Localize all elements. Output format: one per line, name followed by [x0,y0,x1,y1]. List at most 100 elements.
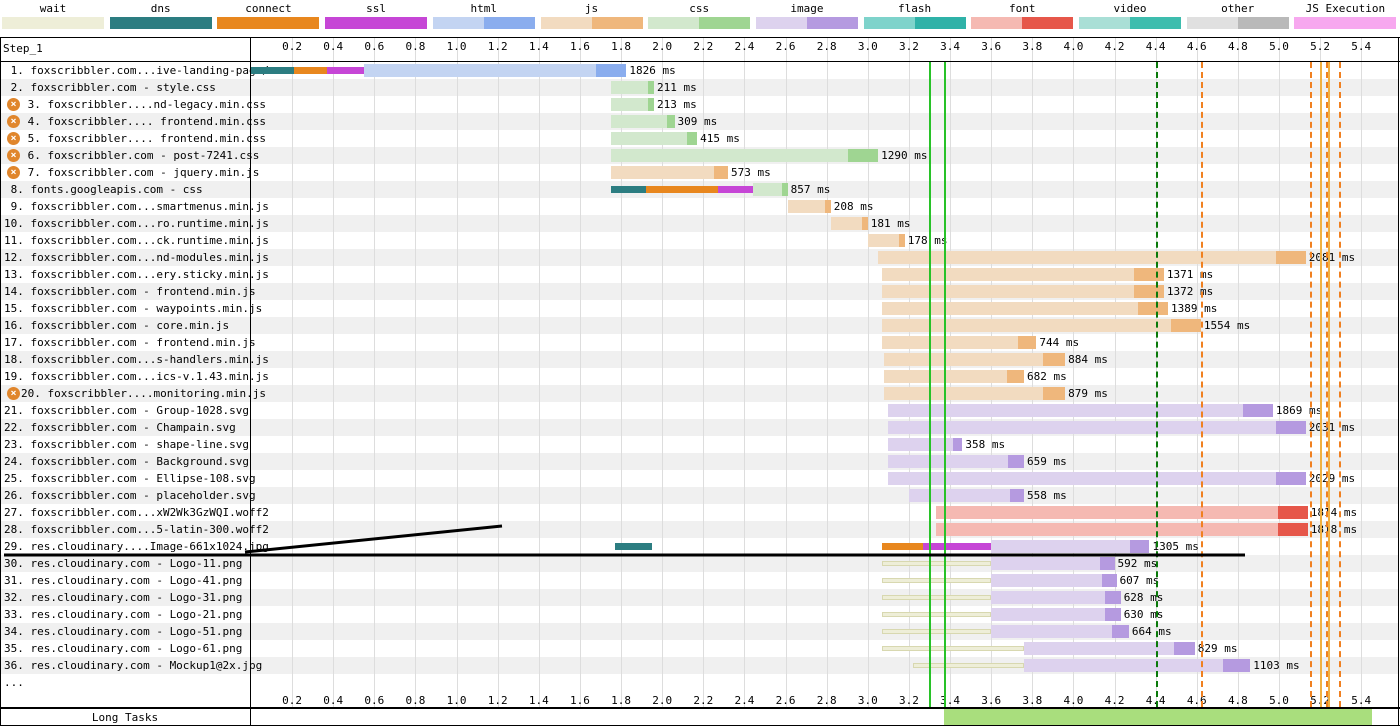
request-label[interactable]: 34. res.cloudinary.com - Logo-51.png [4,625,243,638]
request-label[interactable]: 27. foxscribbler.com...xW2Wk3GzWQI.woff2 [4,506,269,519]
bar-js-download [1137,302,1168,315]
bar-css[interactable] [610,132,698,145]
legend-label: other [1221,2,1255,15]
request-label[interactable]: 30. res.cloudinary.com - Logo-11.png [4,557,243,570]
bar-js[interactable] [882,302,1168,315]
bar-image[interactable] [991,625,1129,638]
request-label[interactable]: 23. foxscribbler.com - shape-line.svg [4,438,250,451]
bar-html[interactable] [364,64,627,77]
request-label[interactable]: 17. foxscribbler.com - frontend.min.js [4,336,256,349]
axis-tick-top: 5.4 [1351,40,1372,53]
bar-image[interactable] [888,421,1306,434]
bar-image[interactable] [888,472,1306,485]
row-background [0,487,1398,504]
bar-image[interactable] [888,404,1273,417]
axis-tick-bottom: 1.0 [446,694,467,707]
bar-image[interactable] [991,574,1117,587]
bar-js[interactable] [884,353,1066,366]
request-label[interactable]: 11. foxscribbler.com...ck.runtime.min.js [4,234,269,247]
request-duration: 213 ms [656,98,697,111]
bar-js[interactable] [882,319,1201,332]
legend-item-dns: dns [109,0,212,34]
request-label[interactable]: 29. res.cloudinary....Image-661x1024.jpg [4,540,269,553]
bar-js[interactable] [884,387,1066,400]
bar-font[interactable] [935,523,1308,536]
request-label[interactable]: 33. res.cloudinary.com - Logo-21.png [4,608,243,621]
request-label[interactable]: 6. foxscribbler.com - post-7241.css [21,149,260,162]
more-rows-indicator[interactable]: ... [4,676,24,689]
request-label[interactable]: 9. foxscribbler.com...smartmenus.min.js [4,200,269,213]
request-label[interactable]: 28. foxscribbler.com...5-latin-300.woff2 [4,523,269,536]
bar-image[interactable] [991,591,1121,604]
request-label[interactable]: 24. foxscribbler.com - Background.svg [4,455,250,468]
request-label[interactable]: 31. res.cloudinary.com - Logo-41.png [4,574,243,587]
bar-js[interactable] [882,285,1164,298]
marker-document-complete [1328,62,1331,707]
bar-connect [294,67,328,74]
legend-swatch-dark [160,17,212,29]
bar-js[interactable] [830,217,868,230]
long-tasks-separator [0,708,1400,709]
bar-image[interactable] [991,540,1150,553]
request-label[interactable]: 20. foxscribbler....monitoring.min.js [21,387,267,400]
request-label[interactable]: 32. res.cloudinary.com - Logo-31.png [4,591,243,604]
request-label[interactable]: 14. foxscribbler.com - frontend.min.js [4,285,256,298]
bar-js[interactable] [610,166,728,179]
request-label[interactable]: 22. foxscribbler.com - Champain.svg [4,421,236,434]
bar-css[interactable] [610,115,675,128]
bar-font[interactable] [935,506,1308,519]
request-label[interactable]: 15. foxscribbler.com - waypoints.min.js [4,302,263,315]
request-label[interactable]: 36. res.cloudinary.com - Mockup1@2x.jpg [4,659,263,672]
axis-tick-top: 3.0 [857,40,878,53]
request-label[interactable]: 26. foxscribbler.com - placeholder.svg [4,489,256,502]
request-label[interactable]: 5. foxscribbler.... frontend.min.css [21,132,267,145]
bar-image[interactable] [991,608,1121,621]
gridline [703,37,705,708]
legend-swatch [109,17,212,29]
request-label[interactable]: 13. foxscribbler.com...ery.sticky.min.js [4,268,269,281]
request-label[interactable]: 8. fonts.googleapis.com - css [4,183,203,196]
bar-css[interactable] [610,149,879,162]
request-label[interactable]: 25. foxscribbler.com - Ellipse-108.svg [4,472,256,485]
gridline [744,37,746,708]
bar-image[interactable] [888,438,963,451]
bar-js[interactable] [787,200,831,213]
request-label[interactable]: 35. res.cloudinary.com - Logo-61.png [4,642,243,655]
request-label[interactable]: 1. foxscribbler.com...ive-landing-page/ [4,64,269,77]
legend-label: ssl [366,2,387,15]
legend-item-css: css [648,0,751,34]
bar-image[interactable] [908,489,1025,502]
bar-image-download [1223,659,1251,672]
legend-swatch-dark [914,17,966,29]
bar-js[interactable] [882,336,1037,349]
axis-tick-top: 4.8 [1227,40,1248,53]
request-duration: 558 ms [1027,489,1067,502]
bar-connect [645,186,718,193]
request-label[interactable]: 3. foxscribbler....nd-legacy.min.css [21,98,267,111]
bar-css[interactable] [610,98,654,111]
bar-js[interactable] [867,234,905,247]
bar-js[interactable] [878,251,1306,264]
request-label[interactable]: 7. foxscribbler.com - jquery.min.js [21,166,260,179]
request-label[interactable]: 18. foxscribbler.com...s-handlers.min.js [4,353,269,366]
axis-tick-top: 0.2 [282,40,303,53]
request-label[interactable]: 16. foxscribbler.com - core.min.js [4,319,230,332]
request-label[interactable]: 4. foxscribbler.... frontend.min.css [21,115,267,128]
bar-image[interactable] [1024,642,1195,655]
row-background [0,62,1398,79]
bar-js[interactable] [884,370,1025,383]
bar-css[interactable] [752,183,788,196]
bar-image[interactable] [1024,659,1251,672]
axis-tick-top: 3.8 [1022,40,1043,53]
bar-image[interactable] [888,455,1025,468]
bar-image[interactable] [991,557,1115,570]
request-label[interactable]: 2. foxscribbler.com - style.css [4,81,216,94]
legend-swatch [432,17,535,29]
bar-css[interactable] [610,81,654,94]
bar-js[interactable] [882,268,1164,281]
row-background [0,198,1398,215]
request-label[interactable]: 19. foxscribbler.com...ics-v.1.43.min.js [4,370,269,383]
request-label[interactable]: 10. foxscribbler.com...ro.runtime.min.js [4,217,269,230]
request-label[interactable]: 12. foxscribbler.com...nd-modules.min.js [4,251,269,264]
request-label[interactable]: 21. foxscribbler.com - Group-1028.svg [4,404,250,417]
